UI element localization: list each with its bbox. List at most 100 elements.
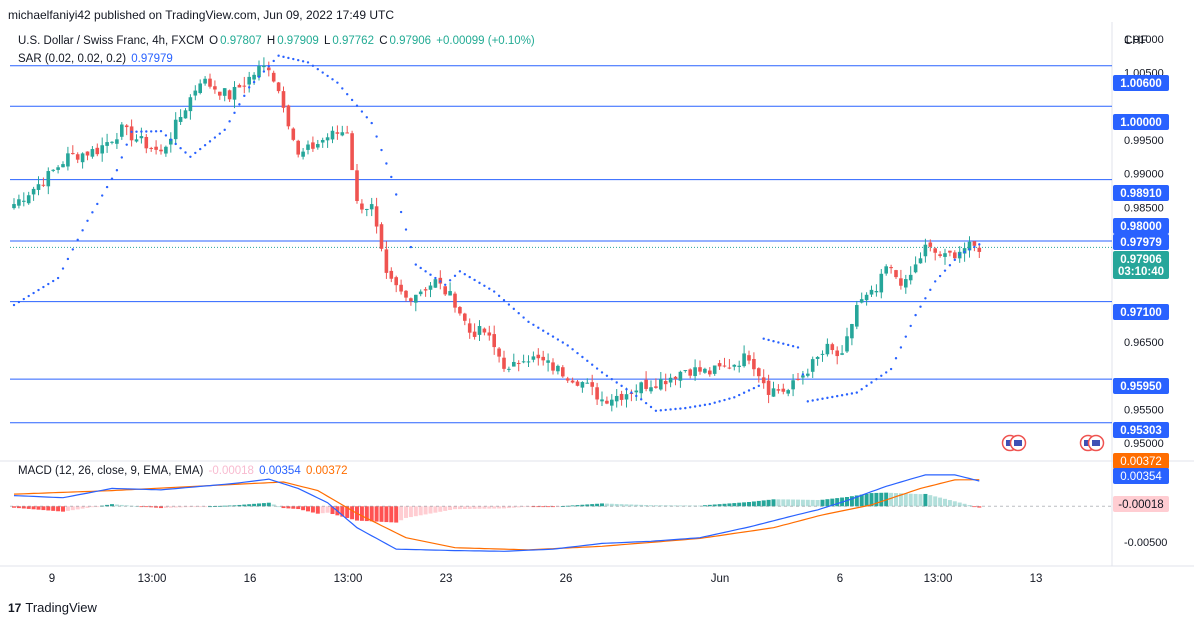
macd-histogram-bar [580,504,585,507]
sar-dot [689,406,692,409]
macd-histogram-bar [247,504,252,507]
price-label-box [1113,422,1169,438]
candle-body [105,142,109,146]
sar-dot [76,238,79,242]
macd-histogram-bar [26,506,31,509]
candle-body [472,331,477,337]
macd-histogram-bar [771,499,776,507]
macd-histogram-bar [938,497,943,507]
sar-dot [679,407,682,410]
macd-histogram-bar [727,503,732,507]
macd-histogram-bar [962,503,967,507]
macd-histogram-bar [820,499,825,507]
candle-body [242,85,247,87]
sar-dot [649,405,653,409]
macd-histogram-bar [394,506,399,523]
macd-histogram-bar [874,492,879,507]
price-label-text: 0.95950 [1120,381,1162,393]
macd-histogram-bar [477,506,482,509]
close-label: C [379,35,388,47]
candle-body [923,244,928,257]
candle-body [610,399,614,406]
sar-dot [71,248,75,251]
sar-dot [159,129,163,133]
sar-dot [600,371,604,374]
sar-dot [610,377,613,381]
flag-icon-detail [1092,440,1100,446]
price-label-text: 0.95303 [1120,425,1162,437]
candle-body [379,224,384,249]
candle-body [502,357,506,369]
sar-dot [189,155,192,158]
candle-body [933,248,937,253]
sar-label: SAR (0.02, 0.02, 0.2) [18,53,127,65]
sar-dot [576,351,579,355]
candle-body [467,323,472,333]
low-label: L [324,35,331,47]
macd-histogram-bar [217,505,222,507]
sar-dot [453,274,457,278]
candle-body [688,369,692,376]
price-label-text: 0.97979 [1120,237,1162,249]
macd-histogram-bar [105,504,110,507]
sar-dot [360,110,364,113]
candle-body [825,343,830,355]
candle-body [75,154,80,160]
macd-histogram-bar [506,506,511,509]
sar-dot [948,264,952,267]
macd-histogram-bar [301,506,306,511]
candle-body [953,252,957,259]
macd-histogram-bar [889,492,894,507]
sar-dot [865,384,868,388]
sar-dot [561,341,564,344]
sar-dot [826,396,829,400]
sar-dot [801,373,805,376]
time-axis-tick-label: 9 [49,573,55,585]
candle-body [908,274,913,281]
candle-body [737,365,741,367]
sar-dot [306,61,310,64]
candle-body [31,188,36,195]
candle-body [213,86,217,90]
macd-histogram-bar [443,506,448,511]
candle-body [654,386,658,388]
candle-body [296,140,300,155]
candle-body [173,119,178,140]
candle-body [418,291,423,295]
price-label-text: 0.97100 [1120,307,1162,319]
sar-dot [796,346,800,349]
macd-histogram-bar [242,504,247,507]
sar-dot [791,345,795,348]
candle-body [115,139,119,144]
sar-dot [546,332,550,335]
candle-body [36,184,41,190]
candle-body [732,364,737,367]
candle-body [12,204,16,209]
macd-histogram-bar [928,495,933,507]
candle-body [311,142,315,149]
sar-dot [669,408,672,411]
sar-dot [272,59,275,63]
candle-body [708,370,712,375]
candle-body [845,336,849,352]
candle-body [967,241,972,251]
price-label-box [1113,263,1169,279]
sar-dot [527,320,530,324]
sar-dot [390,175,393,179]
candle-body [247,76,251,85]
sar-dot [81,229,84,232]
sar-dot [86,219,89,222]
macd-histogram-bar [614,503,619,507]
macd-histogram-bar [570,505,575,507]
sar-dot [17,300,21,304]
sar-dot [208,140,212,143]
sar-dot [924,297,927,300]
sar-header: SAR (0.02, 0.02, 0.2) 0.97979 [18,53,175,65]
macd-line [13,474,980,552]
macd-histogram-bar [624,504,629,507]
macd-histogram-bar [487,506,492,509]
price-label-box [1113,234,1169,250]
sar-dot [22,297,25,301]
candle-body [918,258,923,264]
